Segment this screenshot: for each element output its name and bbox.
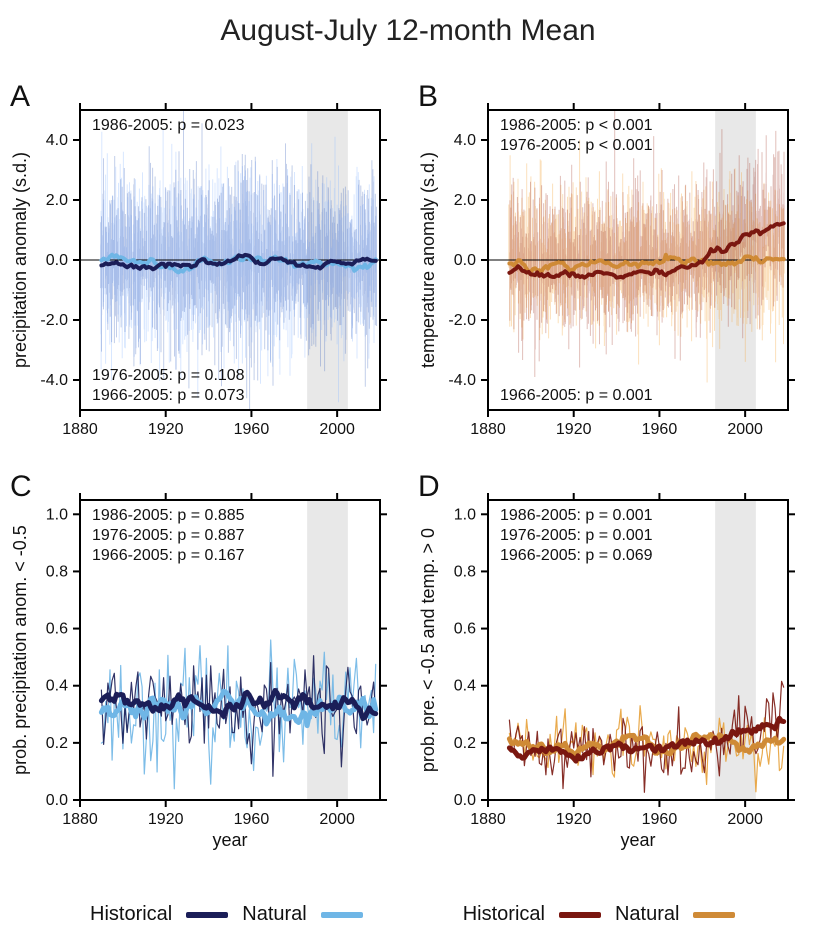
svg-text:1920: 1920: [148, 811, 184, 828]
svg-text:1880: 1880: [62, 811, 98, 828]
svg-text:4.0: 4.0: [46, 132, 68, 149]
svg-text:-2.0: -2.0: [40, 312, 68, 329]
svg-text:1960: 1960: [642, 421, 678, 438]
svg-text:2.0: 2.0: [46, 192, 68, 209]
p-value-text: 1976-2005: p < 0.001: [500, 137, 653, 154]
legend-swatch: [693, 912, 735, 918]
svg-text:0.8: 0.8: [454, 563, 476, 580]
p-value-text: 1986-2005: p = 0.885: [92, 507, 245, 524]
legend-left: Historical Natural: [90, 903, 363, 926]
legend: Historical Natural Historical Natural: [0, 903, 816, 926]
legend-swatch: [559, 912, 601, 918]
y-axis-label: temperature anomaly (s.d.): [418, 152, 438, 368]
legend-label: Natural: [615, 903, 679, 926]
p-value-text: 1976-2005: p = 0.887: [92, 527, 245, 544]
svg-text:1960: 1960: [234, 421, 270, 438]
svg-text:-2.0: -2.0: [448, 312, 476, 329]
svg-text:-4.0: -4.0: [448, 372, 476, 389]
y-axis-label: precipitation anomaly (s.d.): [10, 152, 30, 368]
svg-text:1920: 1920: [556, 811, 592, 828]
p-value-text: 1986-2005: p = 0.023: [92, 117, 245, 134]
x-axis-label: year: [212, 830, 247, 850]
legend-swatch: [186, 912, 228, 918]
svg-text:0.0: 0.0: [454, 792, 476, 809]
p-value-text: 1976-2005: p = 0.001: [500, 527, 653, 544]
panel-svg: 1880 1920 1960 2000 -4.0 -2.0 0.0 2.0 4.0 precipi…: [0, 80, 408, 470]
svg-text:1960: 1960: [234, 811, 270, 828]
panel-D: D 1880 1920 1960 2000 0.0 0.2 0.4 0.6 0.8 1.0 prob.…: [408, 470, 816, 860]
panel-C: C 1880 1920 1960 2000 0.0 0.2 0.4 0.6 0.8 1.0 prob.…: [0, 470, 408, 860]
svg-text:2000: 2000: [319, 811, 355, 828]
svg-text:1960: 1960: [642, 811, 678, 828]
figure-title: August-July 12-month Mean: [0, 14, 816, 48]
panel-A: A 1880 1920 1960 2000 -4.0 -2.0 0.0 2.0 4.0 precip…: [0, 80, 408, 470]
svg-text:0.0: 0.0: [454, 252, 476, 269]
panel-grid: A 1880 1920 1960 2000 -4.0 -2.0 0.0 2.0 4.0 precip…: [0, 80, 816, 860]
legend-label: Historical: [90, 903, 172, 926]
panel-letter: B: [418, 80, 438, 114]
p-value-text: 1986-2005: p < 0.001: [500, 117, 653, 134]
svg-text:0.2: 0.2: [454, 735, 476, 752]
panel-letter: D: [418, 470, 440, 504]
y-axis-label: prob. pre. < -0.5 and temp. > 0: [418, 528, 438, 772]
svg-text:0.0: 0.0: [46, 792, 68, 809]
panel-svg: 1880 1920 1960 2000 0.0 0.2 0.4 0.6 0.8 1.0 prob. …: [408, 470, 816, 860]
panel-letter: A: [10, 80, 30, 114]
svg-text:0.4: 0.4: [454, 678, 476, 695]
p-value-text: 1986-2005: p = 0.001: [500, 507, 653, 524]
y-axis-label: prob. precipitation anom. < -0.5: [10, 525, 30, 775]
panel-svg: 1880 1920 1960 2000 0.0 0.2 0.4 0.6 0.8 1.0 prob. …: [0, 470, 408, 860]
p-value-text: 1966-2005: p = 0.167: [92, 547, 245, 564]
panel-B: B 1880 1920 1960 2000 -4.0 -2.0 0.0 2.0 4.0 temper…: [408, 80, 816, 470]
p-value-text: 1966-2005: p = 0.001: [500, 387, 653, 404]
legend-right: Historical Natural: [463, 903, 736, 926]
svg-text:-4.0: -4.0: [40, 372, 68, 389]
svg-text:0.8: 0.8: [46, 563, 68, 580]
svg-text:4.0: 4.0: [454, 132, 476, 149]
svg-text:2000: 2000: [727, 421, 763, 438]
figure: { "title": "August-July 12-month Mean", …: [0, 0, 816, 944]
svg-text:1.0: 1.0: [454, 506, 476, 523]
svg-text:1880: 1880: [470, 811, 506, 828]
legend-swatch: [321, 912, 363, 918]
p-value-text: 1966-2005: p = 0.069: [500, 547, 653, 564]
legend-label: Natural: [242, 903, 306, 926]
svg-text:1920: 1920: [556, 421, 592, 438]
svg-text:1.0: 1.0: [46, 506, 68, 523]
svg-text:0.6: 0.6: [46, 621, 68, 638]
legend-label: Historical: [463, 903, 545, 926]
svg-text:2000: 2000: [727, 811, 763, 828]
x-axis-label: year: [620, 830, 655, 850]
svg-text:1880: 1880: [62, 421, 98, 438]
panel-letter: C: [10, 470, 32, 504]
svg-text:1880: 1880: [470, 421, 506, 438]
panel-svg: 1880 1920 1960 2000 -4.0 -2.0 0.0 2.0 4.0 tempera…: [408, 80, 816, 470]
svg-text:0.4: 0.4: [46, 678, 68, 695]
svg-text:1920: 1920: [148, 421, 184, 438]
p-value-text: 1976-2005: p = 0.108: [92, 367, 245, 384]
svg-text:0.2: 0.2: [46, 735, 68, 752]
svg-text:2.0: 2.0: [454, 192, 476, 209]
svg-text:0.6: 0.6: [454, 621, 476, 638]
svg-text:0.0: 0.0: [46, 252, 68, 269]
p-value-text: 1966-2005: p = 0.073: [92, 387, 245, 404]
svg-text:2000: 2000: [319, 421, 355, 438]
